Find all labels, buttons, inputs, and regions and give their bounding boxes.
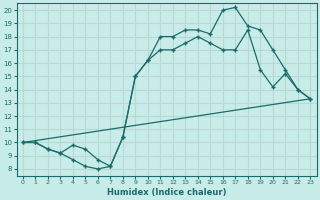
X-axis label: Humidex (Indice chaleur): Humidex (Indice chaleur): [107, 188, 226, 197]
